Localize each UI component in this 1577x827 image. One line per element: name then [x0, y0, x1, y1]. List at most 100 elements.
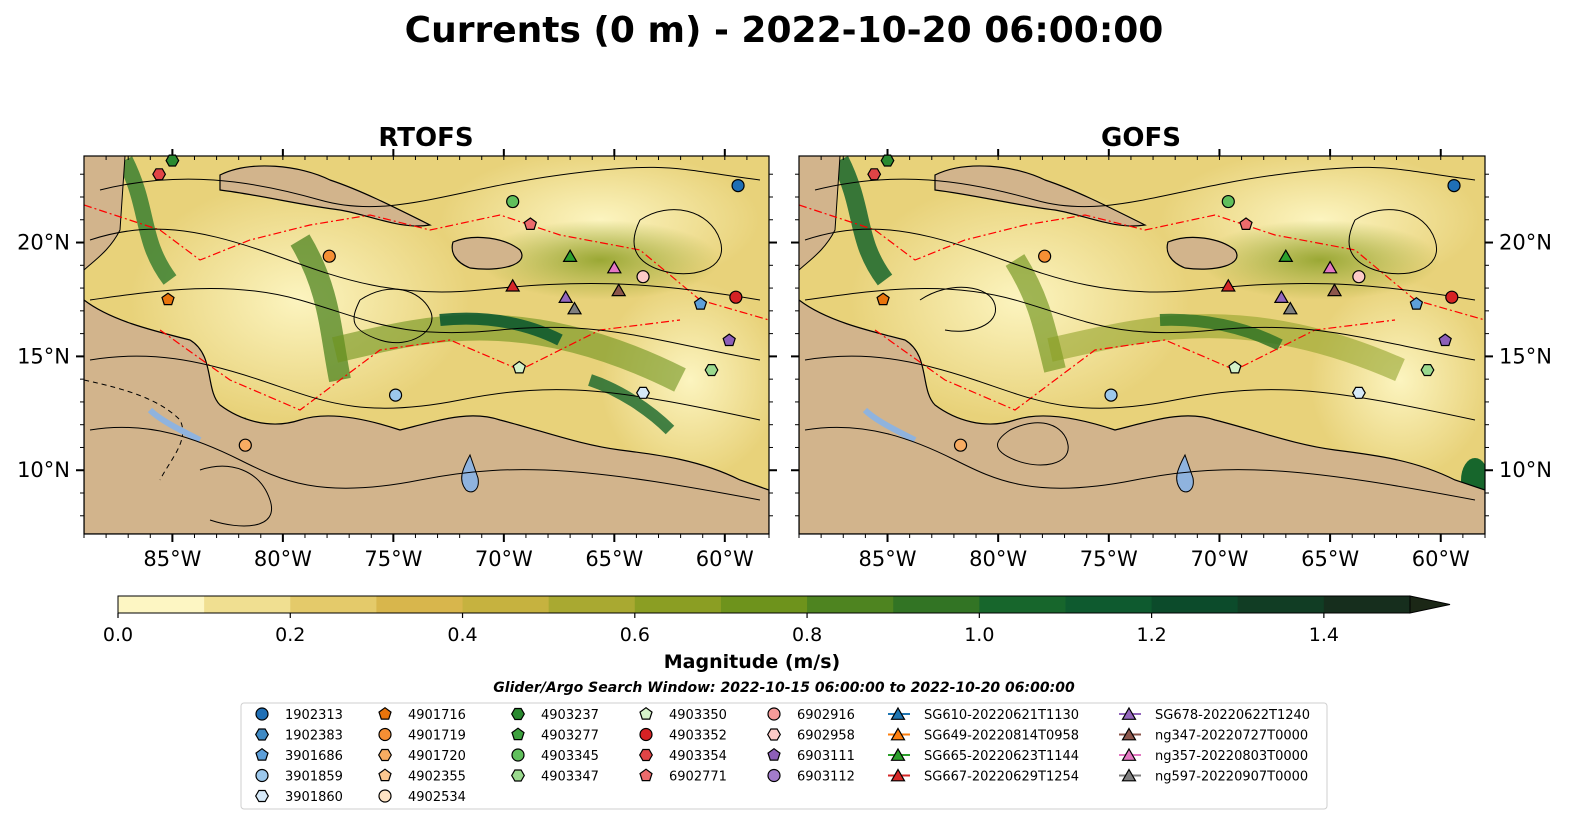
legend-entry: SG667-20220629T1254: [888, 768, 1079, 785]
legend-marker: [890, 768, 906, 782]
colorbar-bin: [1065, 596, 1153, 613]
legend-entry: 4903354: [639, 748, 727, 764]
legend-entry: 1902313: [255, 707, 343, 723]
legend-marker: [890, 706, 906, 720]
legend-marker: [767, 768, 781, 783]
colorbar-tick-label: 0.8: [792, 624, 822, 646]
colorbar-tick-label: 0.2: [275, 624, 305, 646]
search-window-caption: Glider/Argo Search Window: 2022-10-15 06…: [493, 680, 1075, 696]
legend-entry: ng597-20220907T0000: [1119, 768, 1308, 785]
platform-marker: [722, 333, 736, 347]
platform-marker: [1322, 260, 1338, 274]
legend-label: 3901686: [285, 749, 343, 764]
legend-entry: 6903112: [767, 768, 855, 785]
colorbar-bin: [548, 596, 636, 613]
legend-label: SG667-20220629T1254: [924, 770, 1079, 785]
legend-marker: [511, 769, 525, 782]
platform-marker: [1220, 278, 1236, 292]
legend: 1902313 1902383 3901686 3901859 3901860 49017…: [240, 702, 1328, 810]
legend-label: 4903352: [669, 729, 727, 744]
legend-marker: [511, 727, 525, 741]
lon-tick-label: 75°W: [364, 547, 422, 571]
lon-tick-label: 75°W: [1080, 547, 1138, 571]
platform-marker: [388, 388, 403, 402]
platform-marker: [165, 154, 180, 167]
lon-tick-label: 60°W: [1412, 547, 1470, 571]
legend-marker: [378, 768, 392, 782]
legend-entry: SG649-20220814T0958: [888, 727, 1079, 744]
colorbar-bin: [720, 596, 808, 613]
colorbar-tick-label: 0.6: [620, 624, 650, 646]
lat-tick-label: 15°N: [1499, 344, 1552, 368]
legend-marker: [639, 706, 653, 720]
legend-entry: 4903277: [511, 727, 599, 744]
platform-marker: [523, 217, 538, 230]
legend-label: 6903111: [797, 749, 855, 764]
lat-tick-label: 20°N: [17, 231, 70, 255]
platform-marker: [512, 360, 527, 374]
platform-marker: [1438, 333, 1452, 347]
colorbar-bin: [1323, 596, 1411, 613]
legend-marker: [639, 727, 653, 742]
legend-label: 6903112: [797, 770, 855, 785]
legend-marker: [255, 789, 269, 803]
platform-marker: [729, 290, 743, 304]
legend-marker: [767, 707, 781, 721]
platform-marker: [1221, 194, 1235, 209]
platform-marker: [238, 438, 252, 452]
legend-entry: 6902916: [767, 707, 855, 723]
colorbar-bin: [634, 596, 722, 613]
legend-marker: [1121, 727, 1137, 741]
legend-marker: [255, 747, 269, 761]
legend-marker: [890, 747, 906, 761]
platform-marker: [1409, 296, 1424, 310]
platform-marker: [567, 301, 583, 315]
legend-label: 4903347: [541, 770, 599, 785]
lon-tick-label: 85°W: [143, 547, 201, 571]
platform-marker: [1273, 290, 1289, 303]
colorbar-extend-arrow: [1409, 595, 1451, 614]
legend-label: 4901720: [408, 749, 466, 764]
platform-marker: [704, 364, 719, 377]
legend-marker: [511, 707, 525, 721]
lon-tick-label: 85°W: [859, 547, 917, 571]
legend-marker: [1121, 747, 1137, 761]
lat-tick-label: 10°N: [1499, 458, 1552, 482]
legend-marker: [767, 747, 781, 761]
legend-marker: [378, 706, 392, 720]
platform-marker: [1352, 270, 1366, 284]
lon-tick-label: 65°W: [585, 547, 643, 571]
colorbar-bin: [1237, 596, 1325, 613]
platform-marker: [1228, 360, 1242, 374]
colorbar-bin: [118, 596, 205, 613]
legend-label: SG649-20220814T0958: [924, 729, 1079, 744]
lon-tick-label: 60°W: [696, 547, 754, 571]
legend-entry: 3901686: [255, 747, 343, 764]
colorbar-tick-label: 1.4: [1309, 624, 1339, 646]
legend-label: 1902383: [285, 729, 343, 744]
map-panel-rtofs: RTOFS: [17, 123, 777, 571]
legend-entry: 4903345: [511, 748, 599, 764]
colorbar-bin: [462, 596, 550, 613]
platform-marker: [1282, 301, 1298, 315]
legend-label: 3901860: [285, 790, 343, 805]
legend-label: 4902355: [408, 770, 466, 785]
legend-marker: [378, 727, 392, 742]
legend-entry: ng347-20220727T0000: [1119, 727, 1308, 744]
legend-entry: 4903347: [511, 769, 599, 785]
legend-label: SG678-20220622T1240: [1155, 708, 1310, 723]
legend-marker: [767, 728, 781, 741]
legend-entry: 4902355: [378, 768, 466, 785]
lat-tick-label: 10°N: [17, 458, 70, 482]
map-frame-gofs: [798, 155, 1486, 535]
platform-marker: [1420, 364, 1435, 377]
platform-marker: [558, 290, 574, 303]
legend-label: 4903237: [541, 708, 599, 723]
platform-marker: [1351, 386, 1366, 399]
platform-marker: [562, 249, 578, 262]
legend-entry: SG678-20220622T1240: [1119, 706, 1310, 723]
map-panel-gofs: GOFS: [791, 123, 1552, 571]
legend-entry: 4903352: [639, 727, 727, 744]
legend-marker: [255, 707, 269, 721]
colorbar-label: Magnitude (m/s): [664, 651, 841, 673]
